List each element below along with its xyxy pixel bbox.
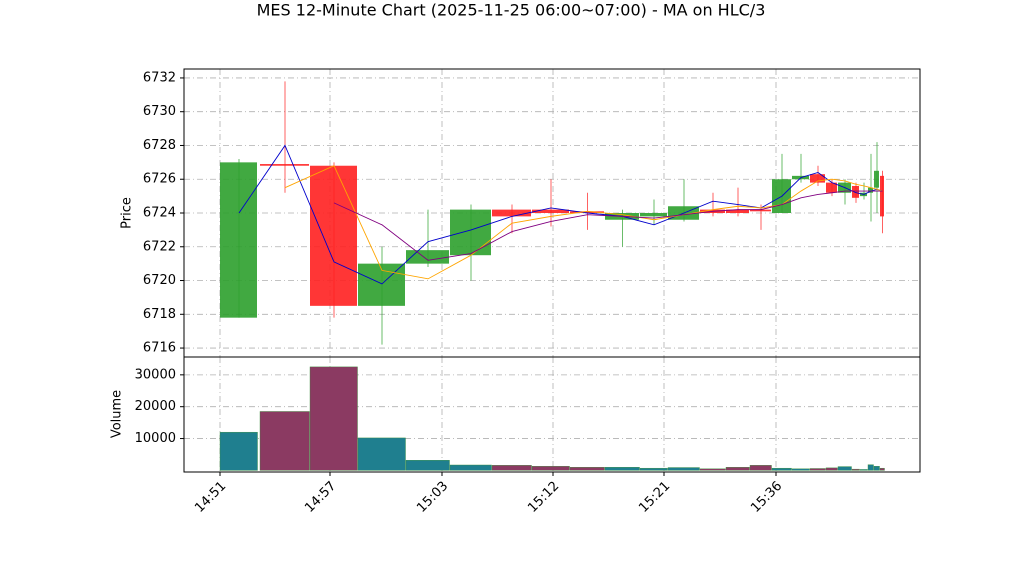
volume-bar (259, 411, 310, 471)
ma-line (238, 144, 883, 285)
candle-body (852, 185, 859, 198)
plot-frame (183, 356, 921, 473)
volume-bar (725, 467, 750, 471)
chart-title: MES 12-Minute Chart (2025-11-25 06:00~07… (257, 1, 766, 20)
y-tick-label: 30000 (135, 367, 176, 382)
candle-body (868, 187, 873, 193)
candle-body (810, 174, 825, 183)
volume-bar (837, 466, 852, 471)
volume-bar (449, 464, 492, 471)
y-tick-label: 6720 (143, 273, 176, 288)
volume-bar (569, 467, 605, 471)
candle-body (750, 209, 771, 212)
volume-bar (867, 464, 874, 471)
volume-bar (491, 465, 532, 471)
y-tick-label: 10000 (135, 431, 176, 446)
volume-bar (639, 467, 668, 471)
y-tick-label: 6724 (143, 206, 176, 221)
volume-bar (749, 465, 772, 471)
volume-bar (531, 466, 570, 471)
volume-bar (405, 460, 450, 471)
volume-bar (791, 468, 810, 471)
x-tick-label: 15:21 (636, 479, 673, 516)
volume-bar (219, 431, 258, 471)
candle-body (570, 211, 604, 213)
volume-bar (699, 468, 726, 471)
candle-body (640, 213, 667, 217)
x-tick-label: 15:03 (414, 479, 451, 516)
volume-bar (825, 467, 838, 471)
candle-body (874, 170, 879, 188)
volume-bar (851, 468, 860, 471)
volume-bar (771, 467, 792, 471)
ma-line (333, 190, 883, 261)
y-tick-label: 6728 (143, 138, 176, 153)
ma-line (284, 165, 883, 280)
candle-body (310, 165, 357, 306)
volume-bar (604, 467, 640, 471)
y-tick-label: 6726 (143, 172, 176, 187)
candle-body (220, 162, 257, 318)
volume-bar (357, 437, 406, 471)
candle-body (260, 164, 309, 166)
y-tick-label: 20000 (135, 399, 176, 414)
candle-body (880, 175, 884, 217)
y-tick-label: 6718 (143, 307, 176, 322)
y-tick-label: 6722 (143, 239, 176, 254)
x-tick-label: 14:57 (302, 479, 339, 516)
candle-body (726, 209, 749, 213)
x-tick-label: 14:51 (192, 479, 229, 516)
candle-body (492, 209, 531, 217)
volume-bar (873, 466, 880, 471)
y-axis-label: Price (120, 197, 135, 229)
candle-body (406, 250, 449, 264)
y-tick-label: 6716 (143, 341, 176, 356)
candle-body (450, 209, 491, 256)
volume-bar (309, 366, 358, 471)
volume-bar (879, 467, 885, 471)
volume-bar (667, 467, 700, 471)
candle-body (358, 263, 405, 306)
x-tick-label: 15:36 (748, 479, 785, 516)
volume-bar (859, 469, 868, 471)
x-tick-label: 15:12 (525, 479, 562, 516)
y-axis-label: Volume (110, 390, 125, 438)
volume-bar (809, 468, 826, 471)
candle-body (532, 209, 569, 213)
candle-body (826, 182, 837, 193)
y-tick-label: 6730 (143, 104, 176, 119)
y-tick-label: 6732 (143, 70, 176, 85)
